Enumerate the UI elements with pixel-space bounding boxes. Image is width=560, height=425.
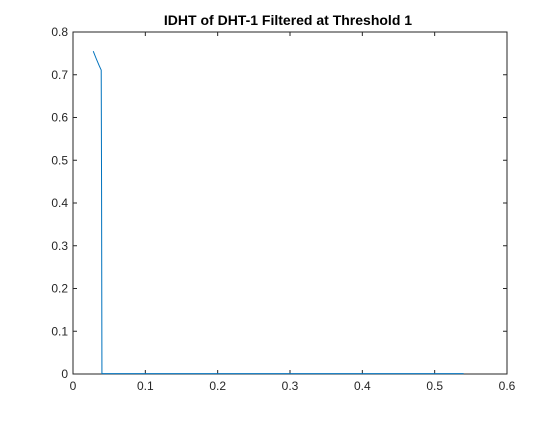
axes-box: [73, 32, 507, 374]
y-tick-label: 0.4: [51, 196, 68, 210]
x-tick-label: 0.6: [499, 379, 516, 393]
y-tick-label: 0.2: [51, 282, 68, 296]
y-tick-label: 0.3: [51, 239, 68, 253]
chart-title: IDHT of DHT-1 Filtered at Threshold 1: [164, 12, 412, 28]
y-tick-label: 0.6: [51, 111, 68, 125]
y-tick-label: 0.7: [51, 68, 68, 82]
y-tick-label: 0.8: [51, 25, 68, 39]
x-tick-label: 0.1: [137, 379, 154, 393]
x-tick-label: 0.2: [209, 379, 226, 393]
x-tick-label: 0.5: [426, 379, 443, 393]
x-tick-label: 0: [70, 379, 77, 393]
y-tick-label: 0.5: [51, 153, 68, 167]
x-tick-label: 0.3: [282, 379, 299, 393]
y-tick-label: 0.1: [51, 324, 68, 338]
y-tick-label: 0: [61, 367, 68, 381]
x-tick-label: 0.4: [354, 379, 371, 393]
